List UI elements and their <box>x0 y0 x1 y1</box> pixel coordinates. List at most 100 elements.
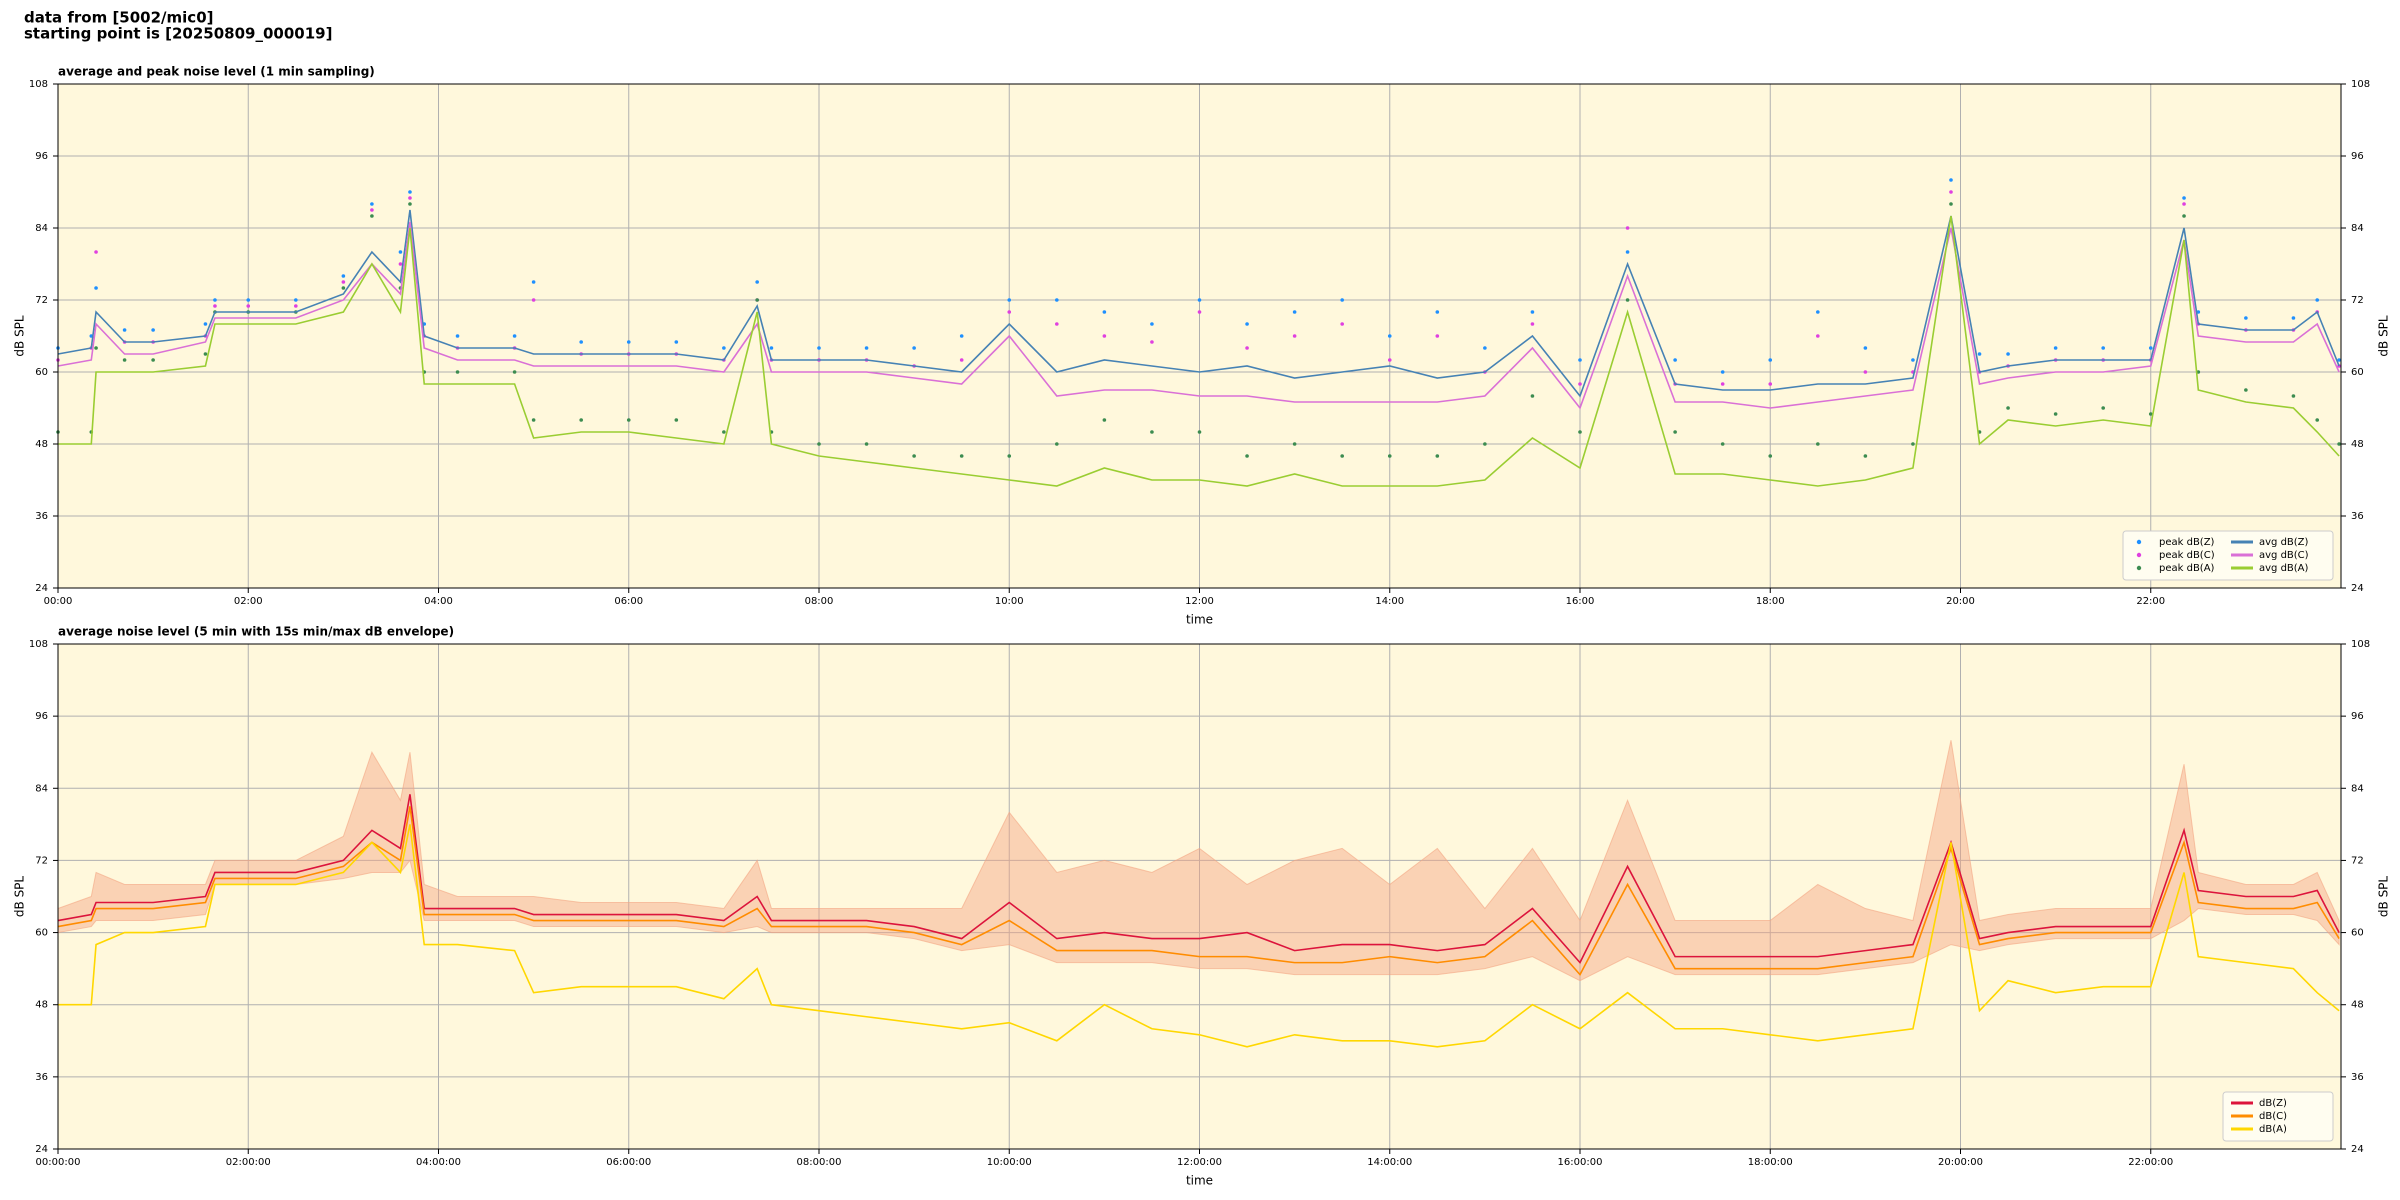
x-tick-label: 04:00 <box>424 596 453 607</box>
peak-point <box>1197 430 1202 434</box>
peak-point <box>912 346 916 350</box>
peak-point <box>1673 430 1677 434</box>
peak-point <box>2182 196 2186 200</box>
y2-axis-label: dB SPL <box>2377 315 2391 357</box>
x-tick-label: 06:00:00 <box>606 1157 651 1168</box>
x-tick-label: 14:00 <box>1375 596 1404 607</box>
y-tick-label: 84 <box>35 223 48 234</box>
peak-point <box>1102 334 1107 338</box>
series-line <box>57 794 2340 965</box>
peak-point <box>294 298 298 302</box>
y2-tick-label: 108 <box>2351 639 2370 650</box>
y2-tick-label: 96 <box>2351 711 2364 722</box>
peak-point <box>1625 226 1630 230</box>
peak-point <box>341 274 346 278</box>
x-tick-label: 20:00 <box>1946 596 1975 607</box>
peak-point <box>1673 358 1677 362</box>
peak-point <box>626 340 631 344</box>
peak-point <box>1625 250 1630 254</box>
peak-point <box>1977 352 1982 356</box>
peak-point <box>2148 412 2153 416</box>
peak-point <box>1720 442 1725 446</box>
x-tick-label: 18:00 <box>1756 596 1785 607</box>
peak-point <box>1292 310 1297 314</box>
x-tick-label: 02:00 <box>234 596 263 607</box>
peak-point <box>1387 358 1392 362</box>
y-tick-label: 24 <box>35 1144 48 1155</box>
y-tick-label: 48 <box>35 1000 48 1011</box>
y-tick-label: 84 <box>35 783 48 794</box>
y-tick-label: 24 <box>35 583 48 594</box>
peak-point <box>203 352 208 356</box>
y-tick-label: 96 <box>35 151 48 162</box>
y-tick-label: 96 <box>35 711 48 722</box>
peak-point <box>1816 442 1820 446</box>
peak-point <box>370 208 374 212</box>
peak-point <box>959 454 964 458</box>
peak-point <box>2101 346 2105 350</box>
series-line <box>57 221 2340 410</box>
peak-point <box>1150 340 1154 344</box>
peak-point <box>2291 316 2296 320</box>
peak-point <box>1483 442 1487 446</box>
y-tick-label: 72 <box>35 295 48 306</box>
peak-point <box>2053 412 2058 416</box>
peak-point <box>94 346 98 350</box>
y2-tick-label: 48 <box>2351 1000 2364 1011</box>
x-axis-label: time <box>1186 613 1213 627</box>
y2-tick-label: 36 <box>2351 511 2364 522</box>
peak-point <box>1435 454 1440 458</box>
y-tick-label: 108 <box>29 79 48 90</box>
peak-point <box>769 346 774 350</box>
peak-point <box>1007 454 1012 458</box>
peak-point <box>1007 298 1012 302</box>
peak-point <box>1340 322 1344 326</box>
x-tick-label: 10:00 <box>995 596 1024 607</box>
legend-label: avg dB(Z) <box>2259 537 2309 548</box>
y2-tick-label: 60 <box>2351 367 2364 378</box>
peak-point <box>122 328 127 332</box>
peak-point <box>722 346 726 350</box>
peak-point <box>755 280 759 284</box>
x-tick-label: 16:00:00 <box>1558 1157 1603 1168</box>
peak-point <box>455 334 460 338</box>
peak-point <box>1292 334 1297 338</box>
peak-point <box>1949 190 1953 194</box>
peak-point <box>1435 310 1440 314</box>
peak-point <box>2337 442 2341 446</box>
y2-tick-label: 84 <box>2351 223 2364 234</box>
header-line: data from [5002/mic0] <box>24 9 214 27</box>
peak-point <box>1435 334 1440 338</box>
peak-point <box>1578 358 1582 362</box>
peak-point <box>817 346 821 350</box>
series-line <box>58 824 2340 1048</box>
peak-point <box>579 418 583 422</box>
peak-point <box>455 370 460 374</box>
peak-point <box>1340 298 1344 302</box>
x-tick-label: 22:00 <box>2136 596 2165 607</box>
peak-point <box>2053 346 2058 350</box>
peak-point <box>408 190 412 194</box>
chart-title: average noise level (5 min with 15s min/… <box>58 625 454 639</box>
peak-point <box>1055 298 1059 302</box>
peak-point <box>1150 430 1154 434</box>
peak-point <box>2148 346 2153 350</box>
legend-label: peak dB(C) <box>2159 550 2215 561</box>
x-tick-label: 08:00:00 <box>797 1157 842 1168</box>
peak-point <box>1949 202 1953 206</box>
x-tick-label: 16:00 <box>1566 596 1595 607</box>
peak-point <box>398 262 403 266</box>
peak-point <box>2006 406 2010 410</box>
peak-point <box>1949 178 1953 182</box>
peak-point <box>370 202 374 206</box>
legend-label: dB(C) <box>2259 1111 2287 1122</box>
peak-point <box>1625 298 1630 302</box>
peak-point <box>2291 394 2296 398</box>
y2-tick-label: 24 <box>2351 1144 2364 1155</box>
peak-point <box>1292 442 1297 446</box>
peak-point <box>2315 298 2320 302</box>
series-line <box>57 806 2340 977</box>
peak-point <box>122 358 127 362</box>
peak-point <box>1816 310 1820 314</box>
peak-point <box>2182 214 2186 218</box>
